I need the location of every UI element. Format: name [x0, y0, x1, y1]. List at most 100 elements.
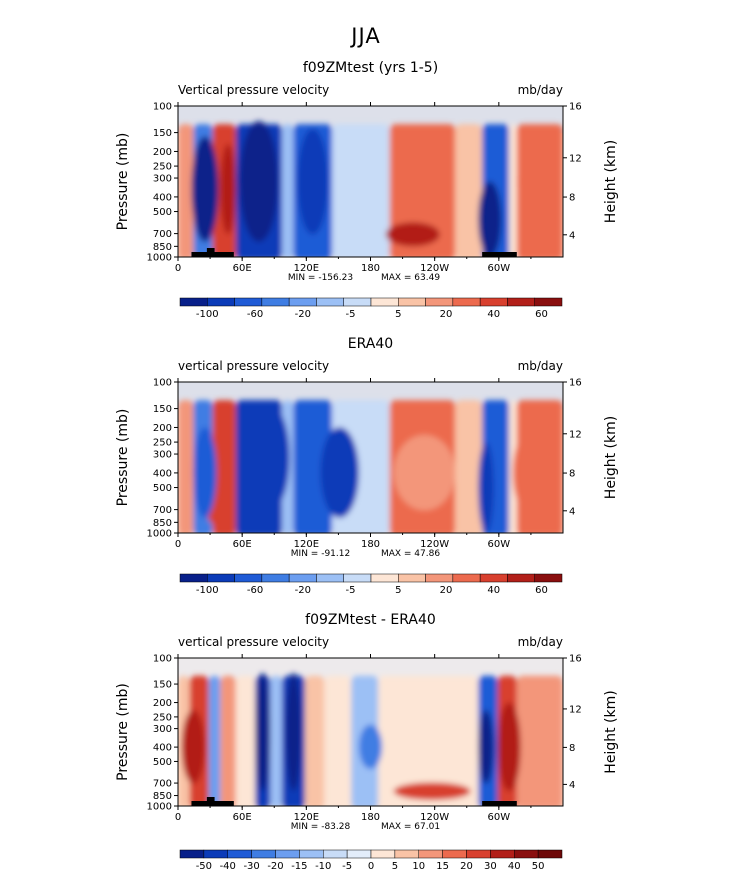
max-value: MAX = 63.49 — [381, 273, 440, 283]
y-axis-label: Pressure (mb) — [115, 409, 131, 507]
colorbar-swatch — [275, 849, 300, 859]
colorbar-label: 20 — [460, 861, 473, 872]
colorbar-swatch — [346, 849, 372, 859]
y-tick-label: 100 — [153, 102, 172, 113]
y-tick-label: 700 — [153, 505, 172, 516]
colorbar-label: 50 — [532, 861, 545, 872]
contour-cell — [478, 181, 502, 257]
contour-band — [509, 124, 517, 257]
y-tick-label: 1000 — [147, 253, 172, 264]
colorbar-label: 0 — [368, 861, 374, 872]
contour-band — [178, 400, 194, 533]
panel-0: f09ZMtest (yrs 1-5) Vertical pressure vel… — [115, 60, 619, 320]
x-tick-label: 60W — [488, 812, 511, 823]
y-tick-label: 300 — [153, 174, 172, 185]
y-tick-label: 100 — [153, 654, 172, 665]
contour-cell — [193, 427, 217, 518]
y2-tick-label: 4 — [569, 230, 575, 241]
contour-cell — [220, 143, 236, 235]
field — [178, 382, 563, 533]
contour-cell — [393, 434, 456, 511]
colorbar-swatch — [179, 573, 208, 583]
contour-cell — [393, 782, 471, 801]
y-tick-label: 150 — [153, 404, 172, 415]
contour-cell — [358, 724, 383, 769]
contour-cell — [478, 442, 494, 533]
panel-title: f09ZMtest - ERA40 — [305, 612, 436, 628]
y2-axis-label: Height (km) — [603, 416, 619, 499]
contour-band — [208, 675, 221, 806]
colorbar-swatch — [234, 297, 263, 307]
colorbar-label: -20 — [295, 585, 311, 596]
contour-band — [378, 675, 479, 806]
colorbar-label: 30 — [484, 861, 497, 872]
colorbar-swatch — [343, 573, 372, 583]
colorbar-swatch — [370, 849, 396, 859]
y2-tick-label: 16 — [569, 654, 582, 665]
colorbar-swatch — [479, 297, 508, 307]
contour-cell — [320, 427, 359, 518]
colorbar-swatch — [179, 849, 205, 859]
colorbar-label: 40 — [487, 585, 500, 596]
colorbar-label: 40 — [487, 309, 500, 320]
contour-cell — [516, 128, 556, 235]
x-tick-label: 120W — [420, 812, 449, 823]
y2-tick-label: 8 — [569, 469, 575, 480]
panel-left-label: vertical pressure velocity — [178, 359, 329, 373]
colorbar-swatch — [534, 573, 563, 583]
colorbar-swatch — [370, 573, 399, 583]
panel-right-label: mb/day — [518, 359, 563, 373]
y-tick-label: 1000 — [147, 802, 172, 813]
colorbar-swatch — [418, 849, 443, 859]
y2-tick-label: 8 — [569, 193, 575, 204]
colorbar-swatch — [425, 573, 454, 583]
x-tick-label: 0 — [175, 812, 181, 823]
field — [178, 658, 563, 806]
contour-cell — [285, 672, 302, 792]
y-tick-label: 400 — [153, 468, 172, 479]
y2-tick-label: 12 — [569, 429, 582, 440]
x-tick-label: 60E — [233, 539, 252, 550]
x-tick-label: 120E — [294, 812, 319, 823]
y-tick-label: 850 — [153, 791, 172, 802]
x-tick-label: 60W — [488, 539, 511, 550]
y-tick-label: 150 — [153, 128, 172, 139]
min-value: MIN = -83.28 — [291, 822, 351, 832]
panel-title: ERA40 — [348, 336, 393, 352]
colorbar-label: -50 — [196, 861, 212, 872]
x-tick-label: 60E — [233, 812, 252, 823]
colorbar-label: -15 — [291, 861, 307, 872]
y-tick-label: 1000 — [147, 529, 172, 540]
contour-cell — [497, 702, 521, 792]
colorbar-label: 60 — [535, 309, 548, 320]
y-tick-label: 400 — [153, 743, 172, 754]
contour-band — [293, 400, 332, 533]
y-axis-label: Pressure (mb) — [115, 133, 131, 231]
y-tick-label: 250 — [153, 438, 172, 449]
colorbar-swatch — [207, 573, 235, 583]
colorbar-swatch — [323, 849, 348, 859]
colorbar: -50 -40 -30 -20 -15 -10 -5 0 5 10 15 20 30 40 50 — [179, 849, 563, 872]
colorbar-swatch — [227, 849, 252, 859]
colorbar-label: 5 — [395, 309, 401, 320]
y-tick-label: 300 — [153, 724, 172, 735]
y-tick-label: 500 — [153, 207, 172, 218]
colorbar-label: 15 — [436, 861, 449, 872]
x-tick-label: 120E — [294, 263, 319, 274]
panel-left-label: vertical pressure velocity — [178, 635, 329, 649]
y2-tick-label: 12 — [569, 704, 582, 715]
colorbar-label: -100 — [196, 585, 219, 596]
colorbar-label: 40 — [508, 861, 521, 872]
colorbar-swatch — [316, 573, 344, 583]
topography — [191, 248, 517, 257]
colorbar-swatch — [425, 297, 454, 307]
x-tick-label: 120W — [420, 263, 449, 274]
panel-right-label: mb/day — [518, 635, 563, 649]
colorbar-swatch — [343, 297, 372, 307]
colorbar-swatch — [507, 573, 535, 583]
colorbar-swatch — [370, 297, 399, 307]
colorbar-swatch — [442, 849, 467, 859]
y2-tick-label: 4 — [569, 506, 575, 517]
colorbar-label: -5 — [342, 861, 352, 872]
